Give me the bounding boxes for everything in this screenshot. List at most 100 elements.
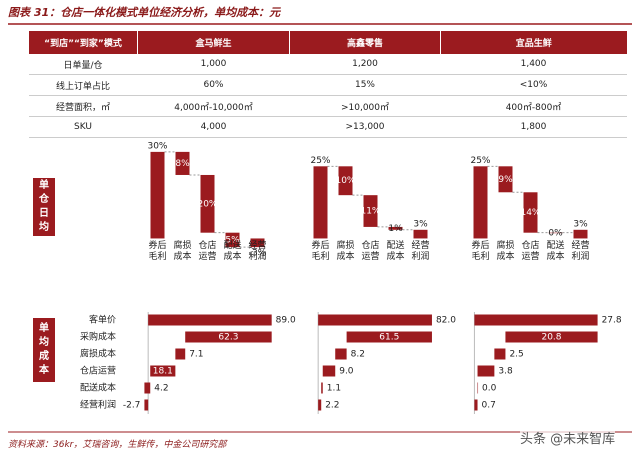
value-label: 0.0: [482, 384, 497, 394]
bar: [474, 314, 598, 326]
bar: [346, 331, 432, 343]
value-label: 11%: [360, 207, 380, 217]
table-cell: 1,200: [289, 54, 441, 75]
x-tick-label: 配送成本: [223, 241, 242, 262]
info-table: “到店”“到家”模式 盒马鲜生 高鑫零售 宜品生鲜 日单量/仓 1,000 1,20…: [28, 31, 627, 138]
bar: [144, 399, 149, 411]
title: 图表 31：仓店一体化模式单位经济分析，单均成本：元: [8, 6, 281, 19]
table-cell: 经营面积，㎡: [28, 95, 138, 117]
y-tick-label: 仓店运营: [80, 365, 116, 377]
bar: [498, 166, 513, 193]
x-tick-label: 配送成本: [546, 241, 565, 262]
table-cell: 日单量/仓: [28, 54, 138, 75]
bar: [318, 314, 432, 326]
table-row: 经营面积，㎡ 4,000㎡-10,000㎡ >10,000㎡ 400㎡-800㎡: [28, 95, 627, 117]
table-cell: 400㎡-800㎡: [440, 95, 627, 117]
row-label-text: 单仓日均: [39, 180, 49, 233]
table-cell: 60%: [137, 74, 290, 96]
x-tick-label: 仓店运营: [521, 241, 540, 262]
value-label: 0.7: [482, 401, 496, 411]
bar: [175, 348, 186, 360]
table-cell: 4,000: [137, 116, 290, 138]
x-tick-label: 仓店运营: [198, 241, 217, 262]
bar: [175, 151, 190, 175]
bar: [338, 166, 353, 196]
table-cell: 线上订单占比: [28, 74, 138, 96]
table-cell: <10%: [440, 74, 627, 96]
table-row: 线上订单占比 60% 15% <10%: [28, 74, 627, 96]
bar: [388, 226, 403, 230]
value-label: 25%: [310, 156, 330, 166]
value-label: 2.5: [509, 350, 523, 360]
row-label-text: 单均成本: [39, 323, 49, 376]
value-label: 4.2: [154, 384, 168, 394]
x-tick-label: 经营利润: [248, 241, 267, 262]
bar: [150, 151, 165, 239]
table-cell: 1,400: [440, 54, 627, 75]
source: 资料来源：36kr，艾瑞咨询，生鲜传，中金公司研究部: [8, 440, 227, 450]
value-label: 14%: [520, 208, 540, 218]
bar: [363, 195, 378, 227]
y-tick-label: 经营利润: [80, 399, 116, 411]
value-label: 27.8: [602, 316, 622, 326]
y-tick-label: 腐损成本: [80, 348, 116, 360]
bar: [250, 238, 265, 248]
bar: [477, 382, 479, 394]
value-label: 3%: [573, 219, 588, 229]
bar: [318, 399, 322, 411]
bar: [413, 229, 428, 239]
bar: [144, 382, 151, 394]
bar: [335, 348, 347, 360]
x-tick-label: 腐损成本: [496, 241, 515, 262]
value-label: 1.1: [327, 384, 341, 394]
value-label: 1%: [388, 224, 403, 234]
value-label: 20%: [197, 199, 217, 209]
x-tick-label: 仓店运营: [361, 241, 380, 262]
bar: [573, 229, 588, 239]
x-tick-label: 经营利润: [411, 241, 430, 262]
table-cell: 15%: [289, 74, 441, 96]
table-row: 日单量/仓 1,000 1,200 1,400: [28, 54, 627, 75]
bar: [548, 232, 563, 234]
value-label: 9.0: [339, 367, 354, 377]
bar: [200, 174, 215, 233]
x-tick-label: 券后毛利: [148, 241, 167, 262]
table-header: “到店”“到家”模式: [28, 31, 138, 54]
table-cell: >13,000: [289, 116, 441, 138]
bar: [494, 348, 506, 360]
value-label: 30%: [147, 141, 167, 151]
value-label: 9%: [498, 175, 513, 185]
bar: [313, 166, 328, 239]
value-label: 18.1: [153, 367, 173, 377]
bar: [150, 365, 176, 377]
value-label: 8%: [175, 159, 190, 169]
bar: [523, 192, 538, 233]
value-label: 3%: [413, 219, 428, 229]
x-tick-label: 券后毛利: [311, 241, 330, 262]
bar: [225, 232, 240, 248]
bar: [473, 166, 488, 239]
watermark: 头条 @未来智库: [520, 428, 616, 447]
x-tick-label: 配送成本: [386, 241, 405, 262]
value-label: 2.2: [325, 401, 339, 411]
value-label: 3.8: [498, 367, 513, 377]
table-header: 宜品生鲜: [440, 31, 627, 54]
x-tick-label: 券后毛利: [471, 241, 490, 262]
bar: [505, 331, 598, 343]
table-row: SKU 4,000 >13,000 1,800: [28, 116, 627, 138]
x-tick-label: 腐损成本: [336, 241, 355, 262]
table-header: 盒马鲜生: [137, 31, 290, 54]
table-cell: 1,000: [137, 54, 290, 75]
bar: [477, 365, 495, 377]
value-label: 7.1: [189, 350, 203, 360]
value-label: 10%: [335, 176, 355, 186]
value-label: 8.2: [351, 350, 365, 360]
value-label: 89.0: [276, 316, 296, 326]
x-tick-label: 经营利润: [571, 241, 590, 262]
y-tick-label: 采购成本: [80, 331, 116, 343]
value-label: 62.3: [218, 333, 238, 343]
bar: [474, 399, 478, 411]
value-label: -3%: [249, 249, 267, 259]
